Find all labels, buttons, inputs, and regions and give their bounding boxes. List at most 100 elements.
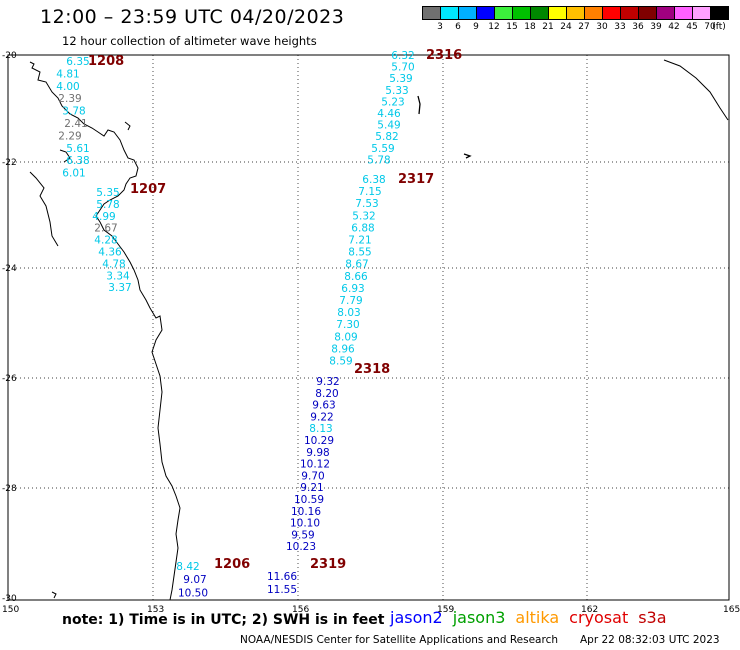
- legend-label: 12: [488, 22, 500, 32]
- generated-timestamp: Apr 22 08:32:03 UTC 2023: [580, 634, 720, 646]
- satellite-legend: jason2 jason3 altika cryosat s3a: [390, 608, 677, 627]
- legend-label: 70: [704, 22, 716, 32]
- wave-height-value: 11.66: [267, 571, 297, 583]
- wave-height-value: 7.30: [336, 319, 359, 331]
- latitude-label: -24: [2, 264, 17, 274]
- track-time-label: 2316: [426, 48, 462, 63]
- island-outline: [51, 591, 57, 599]
- wave-height-value: 5.70: [391, 62, 414, 74]
- color-scale-legend: 3 6 9 12 15 18 21 24 27 30 33 36 39 42 45 70 (ft): [422, 6, 729, 36]
- coastline: [29, 59, 729, 601]
- map-frame: [7, 54, 730, 601]
- wave-height-value: 8.20: [315, 388, 338, 400]
- wave-height-value: 8.67: [345, 259, 368, 271]
- wave-height-value: 6.38: [66, 155, 89, 167]
- legend-label: 36: [632, 22, 644, 32]
- wave-height-value: 5.82: [375, 131, 398, 143]
- wave-height-value: 9.63: [312, 400, 335, 412]
- legend-label: 3: [437, 22, 443, 32]
- island-outline: [124, 121, 131, 131]
- legend-label: 27: [578, 22, 590, 32]
- wave-height-value: 6.32: [391, 50, 414, 62]
- legend-label: (ft): [712, 22, 726, 32]
- wave-height-value: 10.59: [294, 494, 324, 506]
- satellite-s3a: s3a: [638, 608, 667, 627]
- wave-height-value: 8.66: [344, 271, 368, 283]
- new-caledonia-coastline: [663, 59, 729, 121]
- latitude-label: -28: [2, 484, 17, 494]
- island-outline: [463, 153, 472, 159]
- wave-height-value: 5.78: [367, 154, 390, 166]
- wave-height-value: 4.00: [56, 81, 79, 93]
- wave-height-value: 7.53: [355, 198, 378, 210]
- track-time-label: 1208: [88, 54, 124, 69]
- legend-label: 15: [506, 22, 518, 32]
- latitude-label: -26: [2, 374, 17, 384]
- altimeter-tracks: 12086.354.814.002.393.782.412.295.616.38…: [56, 48, 462, 599]
- frame-border: [7, 54, 730, 601]
- wave-height-value: 2.39: [58, 93, 81, 105]
- wave-height-value: 5.39: [389, 73, 412, 85]
- track-2317: 2317 6.387.157.535.326.887.218.558.678.66…: [329, 172, 434, 368]
- wave-height-value: 7.79: [339, 295, 362, 307]
- wave-height-value: 5.61: [66, 143, 89, 155]
- wave-height-value: 10.12: [300, 459, 330, 471]
- longitude-label: 150: [2, 605, 19, 615]
- track-time-label: 2318: [354, 362, 390, 377]
- longitude-label: 153: [147, 605, 164, 615]
- map-subtitle: 12 hour collection of altimeter wave hei…: [62, 34, 317, 48]
- wave-height-value: 10.16: [291, 506, 321, 518]
- wave-height-value: 6.01: [62, 168, 85, 180]
- wave-height-value: 9.22: [310, 411, 333, 423]
- reef-outline: [417, 95, 421, 115]
- wave-height-value: 3.78: [62, 106, 85, 118]
- legend-label: 42: [668, 22, 680, 32]
- wave-height-value: 5.32: [352, 210, 375, 222]
- wave-height-value: 5.49: [377, 120, 400, 132]
- wave-height-value: 4.46: [377, 108, 401, 120]
- wave-height-value: 9.21: [300, 482, 323, 494]
- wave-height-value: 2.29: [58, 130, 81, 142]
- wave-height-value: 6.88: [351, 222, 374, 234]
- wave-height-value: 9.98: [306, 447, 329, 459]
- track-time-label: 1206: [214, 557, 250, 572]
- wave-height-value: 4.81: [56, 68, 79, 80]
- wave-height-value: 4.78: [102, 258, 125, 270]
- wave-height-value: 4.28: [94, 235, 117, 247]
- wave-height-value: 8.96: [331, 343, 355, 355]
- longitude-label: 162: [581, 605, 598, 615]
- satellite-altika: altika: [515, 608, 560, 627]
- legend-label: 9: [473, 22, 479, 32]
- wave-height-value: 3.37: [108, 282, 131, 294]
- wave-height-value: 5.23: [381, 96, 404, 108]
- legend-labels: 3 6 9 12 15 18 21 24 27 30 33 36 39 42 45 70 (ft): [422, 20, 728, 34]
- track-time-label: 2317: [398, 172, 434, 187]
- legend-label: 30: [596, 22, 608, 32]
- wave-height-value: 2.67: [94, 223, 117, 235]
- wave-height-value: 5.35: [96, 187, 119, 199]
- wave-height-value: 6.35: [66, 56, 89, 68]
- wave-height-value: 10.23: [286, 541, 316, 553]
- track-time-label: 1207: [130, 182, 166, 197]
- latitude-label: -30: [2, 594, 17, 604]
- map-title: 12:00 – 23:59 UTC 04/20/2023: [40, 6, 345, 28]
- legend-label: 6: [455, 22, 461, 32]
- wave-height-value: 3.34: [106, 270, 130, 282]
- wave-height-value: 10.29: [304, 435, 334, 447]
- wave-height-value: 10.50: [178, 587, 208, 599]
- wave-height-value: 4.99: [92, 211, 115, 223]
- longitude-label: 159: [437, 605, 454, 615]
- legend-label: 33: [614, 22, 626, 32]
- satellite-jason2: jason2: [390, 608, 443, 627]
- inland-coast-segment: [29, 171, 59, 247]
- wave-height-value: 7.21: [348, 235, 371, 247]
- australia-coastline: [29, 61, 181, 601]
- wave-height-value: 6.38: [362, 174, 385, 186]
- wave-height-value: 9.32: [316, 376, 339, 388]
- track-2318: 23189.328.209.639.228.1310.299.9810.129.…: [286, 362, 390, 553]
- legend-label: 18: [524, 22, 536, 32]
- wave-height-value: 8.03: [337, 307, 360, 319]
- track-1208: 12086.354.814.002.393.782.412.295.616.38…: [56, 54, 124, 180]
